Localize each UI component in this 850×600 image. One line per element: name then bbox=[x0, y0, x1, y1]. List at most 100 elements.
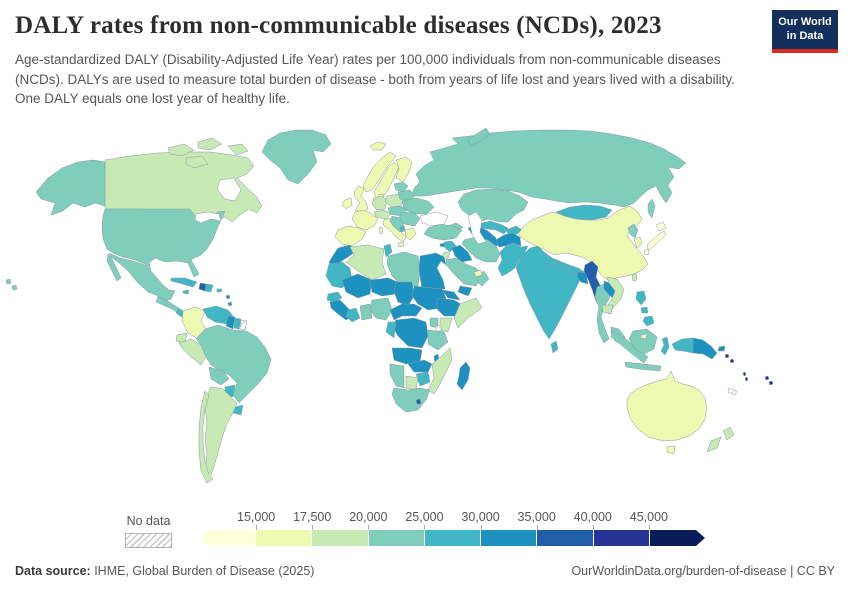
region-sulawesi[interactable] bbox=[660, 336, 670, 356]
region-philippines[interactable] bbox=[642, 315, 655, 327]
region-vanuatu[interactable] bbox=[742, 371, 747, 377]
region-lesser-antilles[interactable] bbox=[227, 301, 233, 307]
region-canada-arctic[interactable] bbox=[197, 137, 223, 151]
region-puerto-rico[interactable] bbox=[216, 288, 223, 293]
region-cyprus[interactable] bbox=[439, 242, 446, 248]
region-new-zealand[interactable] bbox=[722, 426, 735, 441]
region-west-papua[interactable] bbox=[671, 337, 694, 354]
region-mongolia[interactable] bbox=[555, 204, 613, 221]
region-namibia[interactable] bbox=[389, 363, 405, 389]
region-zimbabwe[interactable] bbox=[415, 371, 431, 387]
region-fiji[interactable] bbox=[768, 380, 774, 386]
region-vanuatu[interactable] bbox=[744, 376, 749, 382]
no-data-swatch[interactable] bbox=[125, 533, 172, 548]
region-canada-arctic[interactable] bbox=[227, 143, 249, 156]
region-new-caledonia[interactable] bbox=[727, 387, 738, 396]
region-north-korea[interactable] bbox=[627, 223, 639, 239]
region-philippines[interactable] bbox=[635, 290, 647, 306]
region-tunisia[interactable] bbox=[383, 243, 393, 258]
legend-bin-1[interactable] bbox=[256, 530, 312, 546]
region-philippines[interactable] bbox=[640, 306, 649, 314]
region-alaska[interactable] bbox=[35, 159, 106, 216]
region-cambodia[interactable] bbox=[601, 304, 614, 315]
region-japan[interactable] bbox=[643, 248, 650, 256]
region-cuba[interactable] bbox=[170, 277, 198, 288]
region-tasmania[interactable] bbox=[666, 445, 676, 455]
region-eritrea[interactable] bbox=[441, 289, 461, 301]
region-baltics[interactable] bbox=[393, 181, 409, 193]
region-french-guiana[interactable] bbox=[239, 319, 248, 331]
region-nigeria[interactable] bbox=[369, 297, 393, 321]
region-alpine[interactable] bbox=[373, 209, 392, 220]
region-sardinia[interactable] bbox=[378, 226, 384, 235]
region-taiwan[interactable] bbox=[631, 272, 638, 282]
region-madagascar[interactable] bbox=[456, 361, 471, 391]
region-brazil[interactable] bbox=[195, 324, 272, 404]
region-hawaii[interactable] bbox=[5, 278, 12, 285]
region-uk[interactable] bbox=[353, 185, 369, 214]
legend-bin-6[interactable] bbox=[537, 530, 593, 546]
region-guyana[interactable] bbox=[225, 315, 236, 330]
region-iberia[interactable] bbox=[334, 225, 367, 247]
region-canada-arctic[interactable] bbox=[167, 143, 195, 157]
region-papua-new-guinea[interactable] bbox=[692, 337, 718, 360]
region-congo-gabon[interactable] bbox=[385, 321, 397, 339]
region-mexico[interactable] bbox=[106, 252, 176, 303]
region-south-korea[interactable] bbox=[633, 236, 643, 249]
region-suriname[interactable] bbox=[233, 317, 242, 330]
region-nepal[interactable] bbox=[545, 259, 567, 271]
region-hawaii[interactable] bbox=[11, 284, 18, 291]
region-jamaica[interactable] bbox=[182, 289, 190, 295]
legend-bin-8[interactable] bbox=[650, 530, 705, 546]
region-argentina[interactable] bbox=[204, 386, 238, 476]
region-botswana[interactable] bbox=[405, 375, 419, 391]
region-new-zealand[interactable] bbox=[706, 436, 722, 453]
region-sakhalin[interactable] bbox=[647, 198, 656, 219]
region-japan[interactable] bbox=[646, 230, 667, 251]
region-lesser-antilles[interactable] bbox=[225, 294, 231, 300]
region-uae[interactable] bbox=[473, 269, 483, 278]
region-belarus[interactable] bbox=[397, 189, 416, 202]
region-turkey[interactable] bbox=[423, 223, 463, 241]
region-dominican-republic[interactable] bbox=[204, 283, 214, 293]
legend-bin-2[interactable] bbox=[312, 530, 368, 546]
region-new-britain[interactable] bbox=[717, 345, 726, 352]
region-kenya[interactable] bbox=[439, 317, 453, 333]
region-usa[interactable] bbox=[101, 208, 226, 278]
region-india[interactable] bbox=[515, 245, 589, 340]
region-java[interactable] bbox=[624, 361, 662, 372]
region-drc[interactable] bbox=[391, 317, 429, 349]
legend-bin-4[interactable] bbox=[424, 530, 481, 546]
region-mali[interactable] bbox=[341, 273, 373, 299]
region-chile[interactable] bbox=[198, 390, 214, 484]
region-fiji[interactable] bbox=[764, 375, 770, 381]
region-pakistan[interactable] bbox=[497, 242, 529, 277]
region-libya[interactable] bbox=[386, 251, 421, 287]
region-finland[interactable] bbox=[395, 156, 413, 183]
region-sri-lanka[interactable] bbox=[550, 340, 559, 354]
region-senegal[interactable] bbox=[326, 291, 343, 303]
region-borneo[interactable] bbox=[628, 328, 658, 355]
region-iceland[interactable] bbox=[369, 141, 387, 151]
region-niger[interactable] bbox=[369, 277, 399, 297]
region-sicily[interactable] bbox=[397, 241, 405, 248]
region-ivory-coast[interactable] bbox=[345, 307, 361, 323]
region-greece[interactable] bbox=[404, 227, 417, 241]
region-ghana[interactable] bbox=[359, 303, 373, 321]
region-tanzania[interactable] bbox=[427, 329, 449, 351]
region-greenland[interactable] bbox=[261, 129, 332, 185]
region-ireland[interactable] bbox=[341, 197, 353, 210]
region-yemen[interactable] bbox=[457, 285, 473, 297]
region-bolivia[interactable] bbox=[208, 366, 230, 386]
legend-bin-0[interactable] bbox=[200, 530, 256, 546]
owid-logo[interactable]: Our World in Data bbox=[772, 10, 838, 53]
region-cameroon-car[interactable] bbox=[389, 303, 423, 321]
region-somalia[interactable] bbox=[453, 297, 483, 329]
region-novaya-zemlya[interactable] bbox=[467, 127, 491, 147]
legend-bin-3[interactable] bbox=[368, 530, 424, 546]
legend-bin-5[interactable] bbox=[481, 530, 537, 546]
region-japan[interactable] bbox=[655, 221, 667, 232]
region-ukraine[interactable] bbox=[401, 197, 435, 215]
region-solomon-islands[interactable] bbox=[724, 353, 730, 359]
region-solomon-islands[interactable] bbox=[729, 358, 735, 364]
